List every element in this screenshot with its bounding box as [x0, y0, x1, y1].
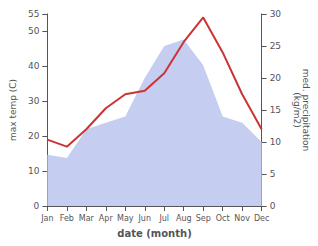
- svg-text:Jun: Jun: [138, 214, 152, 223]
- svg-text:0: 0: [34, 201, 40, 211]
- svg-text:May: May: [117, 214, 134, 223]
- svg-text:40: 40: [28, 61, 40, 71]
- svg-text:Oct: Oct: [216, 214, 230, 223]
- svg-text:20: 20: [270, 73, 282, 83]
- svg-text:Mar: Mar: [79, 214, 95, 223]
- svg-text:15: 15: [270, 105, 281, 115]
- svg-text:med. precipitation: med. precipitation: [300, 68, 311, 152]
- svg-text:10: 10: [28, 166, 40, 176]
- svg-text:Aug: Aug: [176, 214, 192, 223]
- svg-text:(kg/m2): (kg/m2): [292, 92, 302, 127]
- svg-text:5: 5: [270, 169, 276, 179]
- svg-text:0: 0: [270, 201, 276, 211]
- svg-text:Apr: Apr: [99, 214, 114, 223]
- svg-text:20: 20: [28, 131, 40, 141]
- svg-text:date (month): date (month): [117, 228, 191, 239]
- svg-text:Feb: Feb: [60, 214, 74, 223]
- svg-text:Nov: Nov: [234, 214, 250, 223]
- svg-text:30: 30: [270, 9, 282, 19]
- svg-text:max temp (C): max temp (C): [8, 79, 18, 141]
- svg-text:Jul: Jul: [158, 214, 169, 223]
- svg-text:30: 30: [28, 96, 40, 106]
- svg-text:25: 25: [270, 41, 281, 51]
- svg-text:50: 50: [28, 26, 40, 36]
- svg-text:Sep: Sep: [196, 214, 211, 223]
- svg-text:Jan: Jan: [40, 214, 53, 223]
- svg-text:Dec: Dec: [254, 214, 269, 223]
- svg-text:55: 55: [28, 9, 39, 19]
- svg-text:10: 10: [270, 137, 282, 147]
